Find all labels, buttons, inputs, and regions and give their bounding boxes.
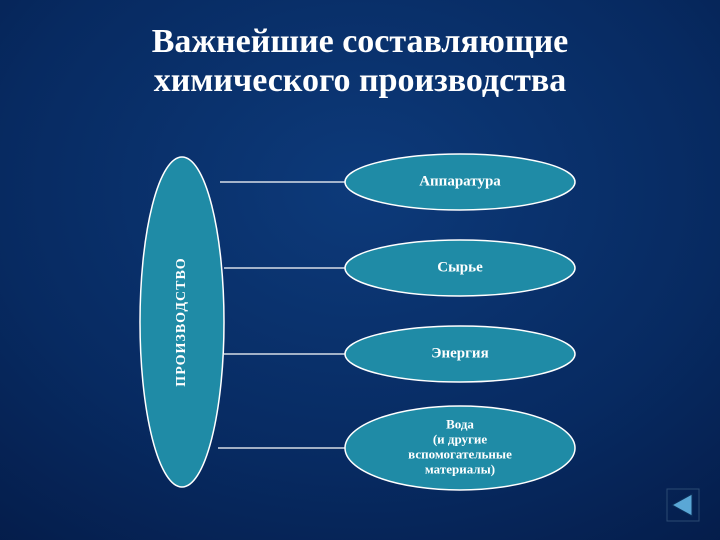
label-water-l2: (и другие bbox=[433, 431, 488, 446]
central-label: ПРОИЗВОДСТВО bbox=[174, 257, 189, 386]
branch-raw: Сырье bbox=[345, 240, 575, 296]
label-water-l3: вспомогательные bbox=[408, 446, 512, 461]
label-raw: Сырье bbox=[437, 259, 483, 275]
branch-apparatus: Аппаратура bbox=[345, 154, 575, 210]
nav-back-icon bbox=[666, 488, 700, 522]
branch-energy: Энергия bbox=[345, 326, 575, 382]
nav-back-button[interactable] bbox=[666, 488, 700, 522]
label-apparatus: Аппаратура bbox=[419, 173, 501, 189]
label-energy: Энергия bbox=[431, 345, 488, 361]
label-water-l1: Вода bbox=[446, 416, 474, 431]
diagram-svg: ПРОИЗВОДСТВО Аппаратура Сырье Энергия Во… bbox=[0, 0, 720, 540]
branch-water: Вода (и другие вспомогательные материалы… bbox=[345, 406, 575, 490]
label-water-l4: материалы) bbox=[425, 461, 495, 476]
